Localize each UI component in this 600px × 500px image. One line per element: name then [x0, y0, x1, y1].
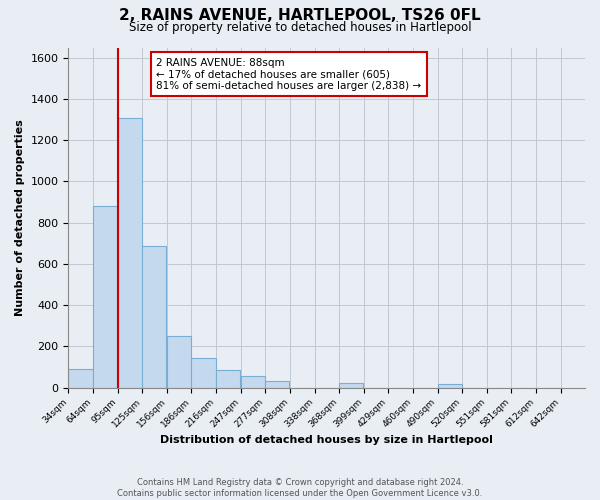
Text: 2 RAINS AVENUE: 88sqm
← 17% of detached houses are smaller (605)
81% of semi-det: 2 RAINS AVENUE: 88sqm ← 17% of detached … [156, 58, 421, 91]
Bar [191, 358, 216, 388]
Bar [118, 118, 142, 388]
Text: Contains HM Land Registry data © Crown copyright and database right 2024.
Contai: Contains HM Land Registry data © Crown c… [118, 478, 482, 498]
Bar [92, 206, 117, 388]
Text: 2, RAINS AVENUE, HARTLEPOOL, TS26 0FL: 2, RAINS AVENUE, HARTLEPOOL, TS26 0FL [119, 8, 481, 22]
X-axis label: Distribution of detached houses by size in Hartlepool: Distribution of detached houses by size … [160, 435, 493, 445]
Text: Size of property relative to detached houses in Hartlepool: Size of property relative to detached ho… [128, 21, 472, 34]
Bar [339, 383, 363, 388]
Bar [437, 384, 462, 388]
Bar [265, 382, 289, 388]
Bar [241, 376, 265, 388]
Bar [216, 370, 240, 388]
Bar [68, 370, 92, 388]
Bar [167, 336, 191, 388]
Bar [142, 246, 166, 388]
Y-axis label: Number of detached properties: Number of detached properties [15, 119, 25, 316]
